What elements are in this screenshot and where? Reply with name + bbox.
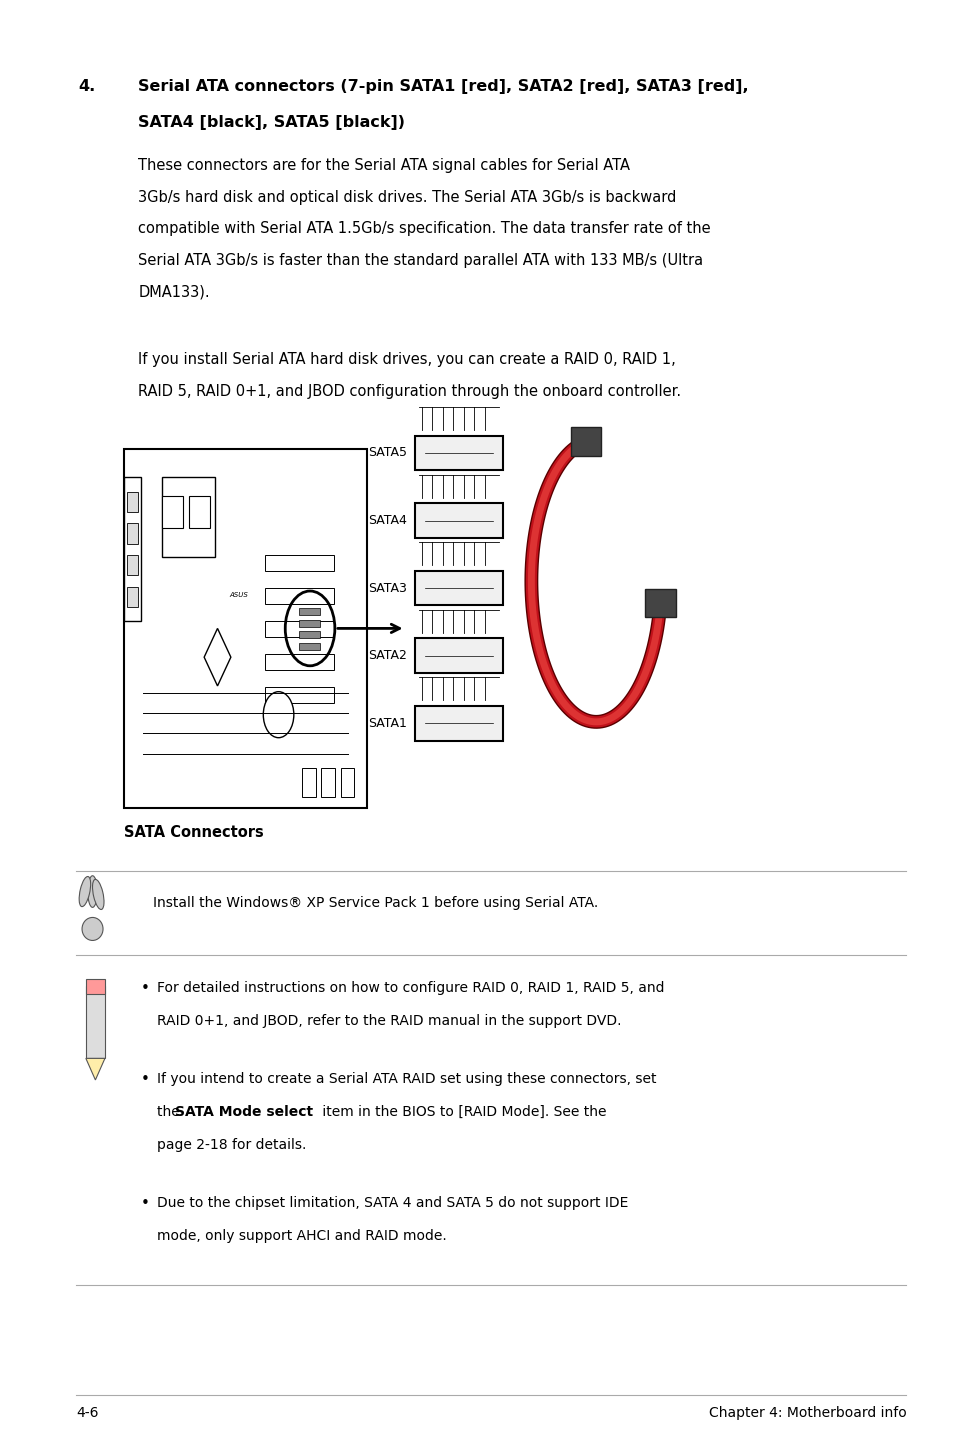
Text: page 2-18 for details.: page 2-18 for details. [157,1137,307,1152]
Bar [86,979,105,994]
Text: •: • [141,1196,150,1211]
Circle shape [263,692,294,738]
Text: compatible with Serial ATA 1.5Gb/s specification. The data transfer rate of the: compatible with Serial ATA 1.5Gb/s speci… [138,221,710,236]
Bar [265,588,334,604]
Bar [127,492,138,512]
Ellipse shape [92,880,104,909]
Polygon shape [86,1058,105,1080]
Text: Serial ATA connectors (7-pin SATA1 [red], SATA2 [red], SATA3 [red],: Serial ATA connectors (7-pin SATA1 [red]… [138,79,748,93]
Text: Chapter 4: Motherboard info: Chapter 4: Motherboard info [708,1406,905,1421]
Bar [127,523,138,544]
Bar [644,588,675,617]
Text: If you install Serial ATA hard disk drives, you can create a RAID 0, RAID 1,: If you install Serial ATA hard disk driv… [138,352,676,367]
Bar [127,555,138,575]
Bar [189,496,210,528]
Bar [298,631,319,638]
Text: SATA4: SATA4 [368,513,407,528]
Bar [415,638,502,673]
Ellipse shape [82,917,103,940]
Bar [124,477,141,621]
Bar [124,449,367,808]
Text: RAID 5, RAID 0+1, and JBOD configuration through the onboard controller.: RAID 5, RAID 0+1, and JBOD configuration… [138,384,680,398]
Ellipse shape [79,877,91,906]
Text: •: • [141,981,150,995]
Text: Install the Windows® XP Service Pack 1 before using Serial ATA.: Install the Windows® XP Service Pack 1 b… [152,896,598,910]
Bar [265,687,334,703]
FancyBboxPatch shape [86,986,105,1058]
Text: For detailed instructions on how to configure RAID 0, RAID 1, RAID 5, and: For detailed instructions on how to conf… [157,981,664,995]
Bar [162,477,214,557]
Text: Serial ATA 3Gb/s is faster than the standard parallel ATA with 133 MB/s (Ultra: Serial ATA 3Gb/s is faster than the stan… [138,253,702,267]
Text: SATA Mode select: SATA Mode select [174,1104,313,1119]
Bar [265,621,334,637]
Text: the: the [157,1104,184,1119]
Bar [298,608,319,615]
Text: 3Gb/s hard disk and optical disk drives. The Serial ATA 3Gb/s is backward: 3Gb/s hard disk and optical disk drives.… [138,190,676,204]
Text: mode, only support AHCI and RAID mode.: mode, only support AHCI and RAID mode. [157,1229,447,1242]
Bar [265,654,334,670]
Bar [162,496,183,528]
Ellipse shape [88,876,97,907]
Text: SATA4 [black], SATA5 [black]): SATA4 [black], SATA5 [black]) [138,115,405,129]
Bar [415,436,502,470]
Text: 4.: 4. [78,79,95,93]
Bar [415,571,502,605]
Text: DMA133).: DMA133). [138,285,210,299]
Text: RAID 0+1, and JBOD, refer to the RAID manual in the support DVD.: RAID 0+1, and JBOD, refer to the RAID ma… [157,1014,621,1028]
Text: SATA5: SATA5 [368,446,407,460]
Text: ASUS: ASUS [229,592,248,598]
Bar [415,503,502,538]
Bar [127,587,138,607]
Bar [321,768,335,797]
Text: Due to the chipset limitation, SATA 4 and SATA 5 do not support IDE: Due to the chipset limitation, SATA 4 an… [157,1196,628,1209]
Text: SATA2: SATA2 [368,649,407,663]
Polygon shape [204,628,231,686]
Bar [570,427,600,456]
Text: SATA3: SATA3 [368,581,407,595]
Bar [298,620,319,627]
Bar [298,643,319,650]
Bar [302,768,315,797]
Bar [265,555,334,571]
Text: If you intend to create a Serial ATA RAID set using these connectors, set: If you intend to create a Serial ATA RAI… [157,1071,657,1086]
Bar [415,706,502,741]
Text: SATA Connectors: SATA Connectors [124,825,263,840]
Text: 4-6: 4-6 [76,1406,99,1421]
Bar [340,768,354,797]
Text: SATA1: SATA1 [368,716,407,731]
Text: These connectors are for the Serial ATA signal cables for Serial ATA: These connectors are for the Serial ATA … [138,158,630,173]
Text: •: • [141,1071,150,1087]
Text: item in the BIOS to [RAID Mode]. See the: item in the BIOS to [RAID Mode]. See the [317,1104,605,1119]
